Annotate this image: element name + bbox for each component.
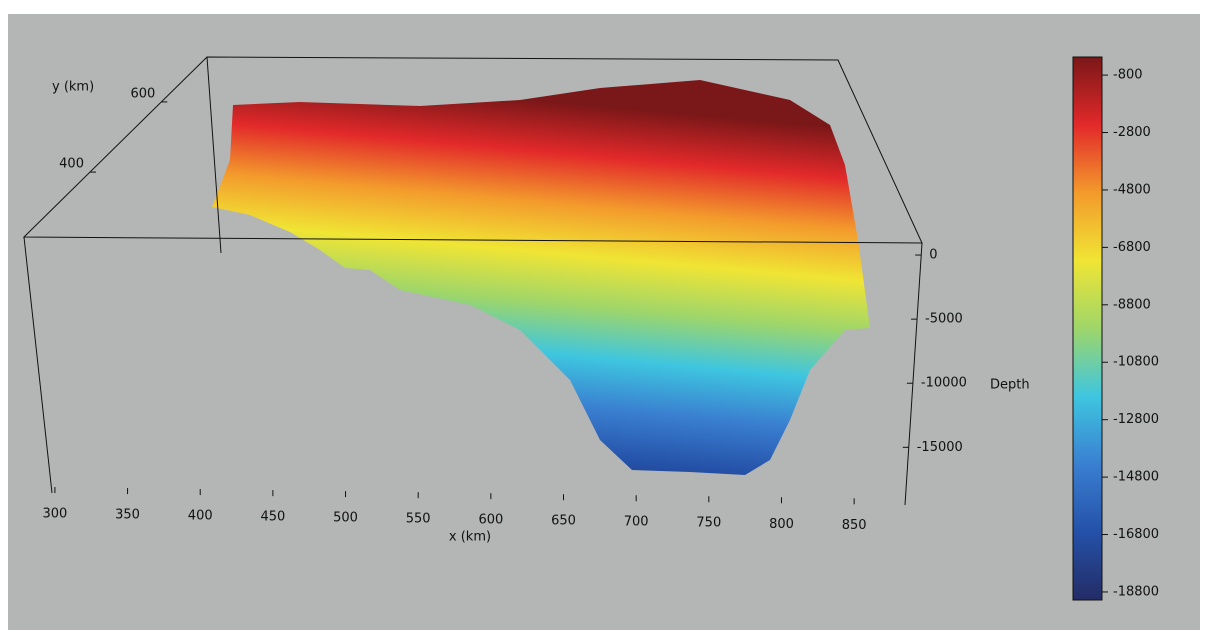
- colorbar-tick-label: -800: [1113, 68, 1143, 83]
- z-tick-label: 0: [929, 248, 937, 263]
- colorbar-tick-label: -16800: [1113, 527, 1159, 542]
- x-axis-label: x (km): [449, 530, 491, 545]
- colorbar-tick-label: -10800: [1113, 355, 1159, 370]
- colorbar-tick-label: -2800: [1113, 125, 1151, 140]
- colorbar: [1072, 56, 1103, 601]
- y-tick-label: 600: [131, 86, 156, 101]
- x-tick-label: 500: [333, 511, 358, 526]
- colorbar-tick-label: -6800: [1113, 240, 1151, 255]
- box-edge: [23, 236, 53, 494]
- y-tick-label: 400: [59, 157, 84, 172]
- z-axis-label: Depth: [990, 378, 1030, 393]
- colorbar-tick-label: -12800: [1113, 412, 1159, 427]
- x-tick-label: 300: [42, 507, 67, 522]
- x-tick-label: 350: [115, 508, 140, 523]
- x-tick-label: 700: [624, 515, 649, 530]
- box-edge: [904, 242, 923, 506]
- x-tick-label: 600: [478, 513, 503, 528]
- box-edge: [206, 56, 222, 254]
- x-tick-label: 750: [696, 516, 721, 531]
- colorbar-tick-label: -14800: [1113, 470, 1159, 485]
- z-tick-label: -15000: [917, 440, 963, 455]
- x-tick-label: 650: [551, 514, 576, 529]
- colorbar-tick-label: -4800: [1113, 182, 1151, 197]
- surface: [212, 80, 870, 475]
- y-axis-label: y (km): [52, 80, 94, 95]
- colorbar-tick-label: -18800: [1113, 584, 1159, 599]
- x-tick-label: 800: [769, 517, 794, 532]
- x-tick-label: 850: [842, 518, 867, 533]
- colorbar-tick-label: -8800: [1113, 297, 1151, 312]
- z-tick-label: -5000: [925, 312, 963, 327]
- x-tick-label: 450: [260, 510, 285, 525]
- z-tick-label: -10000: [921, 376, 967, 391]
- box: [22, 56, 923, 506]
- x-tick-label: 550: [406, 512, 431, 527]
- box-top: [22, 56, 923, 244]
- x-tick-label: 400: [188, 509, 213, 524]
